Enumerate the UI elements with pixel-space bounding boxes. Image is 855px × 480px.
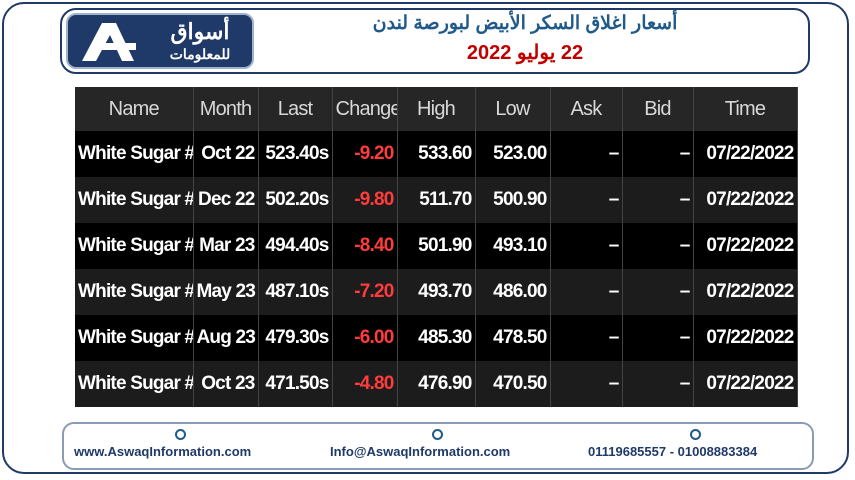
column-header: Bid: [622, 87, 694, 131]
website: www.AswaqInformation.com: [74, 444, 252, 459]
table-cell: 07/22/2022: [693, 315, 798, 361]
table-row: White Sugar #5 May 23 487.10s -7.20 493.70 48…: [75, 269, 798, 315]
table-cell: –: [622, 269, 694, 315]
table-cell: Dec 22: [193, 177, 259, 223]
table-cell: -9.80: [332, 177, 398, 223]
table-cell: 500.90: [475, 177, 551, 223]
table-cell: 523.40s: [258, 131, 333, 177]
table-cell: Mar 23: [193, 223, 259, 269]
table-cell: -9.20: [332, 131, 398, 177]
column-header: Ask: [550, 87, 623, 131]
table-cell: 501.90: [397, 223, 476, 269]
table-cell: May 23: [193, 269, 259, 315]
table-cell: White Sugar #5: [75, 131, 194, 177]
table-cell: 07/22/2022: [693, 361, 798, 407]
table-cell: White Sugar #5: [75, 269, 194, 315]
column-header: Time: [693, 87, 798, 131]
table-cell: 533.60: [397, 131, 476, 177]
table-cell: -7.20: [332, 269, 398, 315]
table-cell: 07/22/2022: [693, 223, 798, 269]
price-table: Name Month Last Change High Low Ask Bid Time Whi…: [75, 87, 798, 407]
table-cell: –: [550, 315, 623, 361]
phones: 01119685557 - 01008883384: [588, 444, 758, 459]
table-cell: 511.70: [397, 177, 476, 223]
table-cell: –: [622, 223, 694, 269]
table-cell: White Sugar #5: [75, 177, 194, 223]
table-cell: -6.00: [332, 315, 398, 361]
table-cell: 523.00: [475, 131, 551, 177]
table-cell: 486.00: [475, 269, 551, 315]
email: Info@AswaqInformation.com: [330, 444, 511, 459]
table-row: White Sugar #5 Oct 22 523.40s -9.20 533.60 52…: [75, 131, 798, 177]
logo-icon: [82, 23, 136, 61]
column-header: Name: [75, 87, 194, 131]
table-cell: White Sugar #5: [75, 223, 194, 269]
table-cell: 494.40s: [258, 223, 333, 269]
column-header: High: [397, 87, 476, 131]
table-cell: 493.70: [397, 269, 476, 315]
table-cell: 485.30: [397, 315, 476, 361]
frame: [2, 2, 849, 474]
table-cell: 502.20s: [258, 177, 333, 223]
table-cell: Aug 23: [193, 315, 259, 361]
logo-text: أسواق: [170, 19, 230, 44]
phone-icon: [690, 429, 701, 440]
table-cell: –: [550, 269, 623, 315]
table-cell: Oct 23: [193, 361, 259, 407]
date: 22 يوليو 2022: [466, 42, 584, 64]
title: أسعار اغلاق السكر الأبيض لبورصة لندن: [372, 13, 678, 34]
column-header: Month: [193, 87, 259, 131]
column-header: Last: [258, 87, 333, 131]
footer-box: [62, 422, 814, 470]
logo-subtext: للمعلومات: [169, 46, 231, 62]
table-row: White Sugar #5 Dec 22 502.20s -9.80 511.70 50…: [75, 177, 798, 223]
table-cell: 07/22/2022: [693, 269, 798, 315]
table-cell: 07/22/2022: [693, 177, 798, 223]
table-cell: –: [622, 315, 694, 361]
table-cell: -8.40: [332, 223, 398, 269]
table-body: White Sugar #5 Oct 22 523.40s -9.20 533.60 52…: [75, 131, 798, 407]
header-row: Name Month Last Change High Low Ask Bid Time: [75, 87, 798, 131]
table-cell: –: [622, 131, 694, 177]
table-cell: White Sugar #5: [75, 315, 194, 361]
logo: أسواق للمعلومات: [66, 13, 254, 69]
table-cell: 471.50s: [258, 361, 333, 407]
table-cell: Oct 22: [193, 131, 259, 177]
table-cell: –: [550, 131, 623, 177]
table-row: White Sugar #5 Mar 23 494.40s -8.40 501.90 49…: [75, 223, 798, 269]
table-row: White Sugar #5 Oct 23 471.50s -4.80 476.90 47…: [75, 361, 798, 407]
table-cell: 478.50: [475, 315, 551, 361]
header-box: [60, 8, 810, 74]
table-cell: -4.80: [332, 361, 398, 407]
table-row: White Sugar #5 Aug 23 479.30s -6.00 485.30 47…: [75, 315, 798, 361]
table-cell: 493.10: [475, 223, 551, 269]
table-cell: 07/22/2022: [693, 131, 798, 177]
email-icon: [432, 429, 443, 440]
table-cell: White Sugar #5: [75, 361, 194, 407]
table-cell: 479.30s: [258, 315, 333, 361]
column-header: Change: [332, 87, 398, 131]
web-icon: [175, 429, 186, 440]
table-cell: –: [622, 361, 694, 407]
table-cell: –: [550, 177, 623, 223]
table-cell: –: [622, 177, 694, 223]
table-cell: –: [550, 223, 623, 269]
table-cell: –: [550, 361, 623, 407]
table-cell: 470.50: [475, 361, 551, 407]
table-cell: 476.90: [397, 361, 476, 407]
table-cell: 487.10s: [258, 269, 333, 315]
column-header: Low: [475, 87, 551, 131]
